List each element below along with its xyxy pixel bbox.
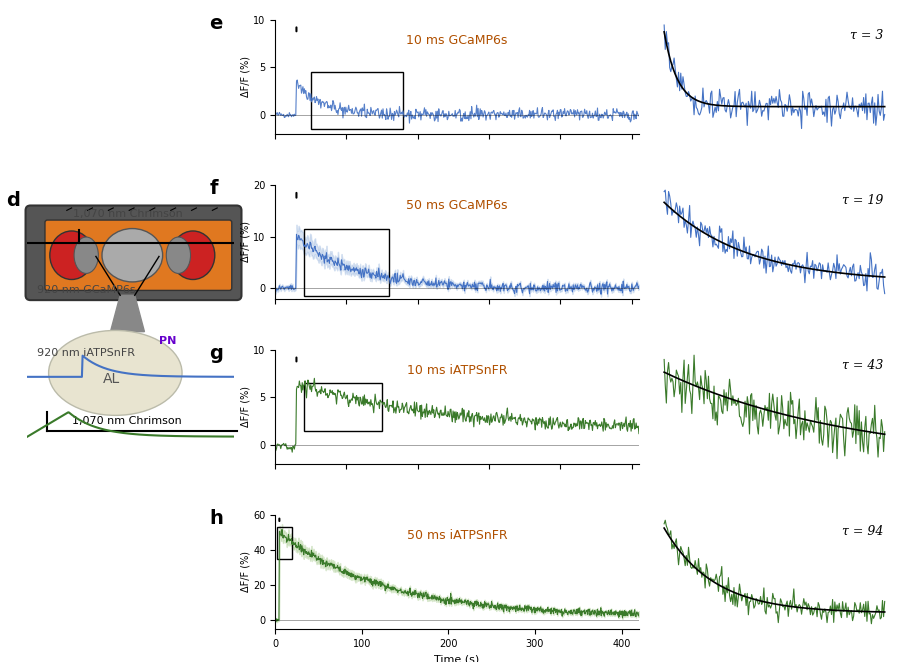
Ellipse shape bbox=[48, 330, 182, 415]
Text: τ = 19: τ = 19 bbox=[842, 194, 884, 207]
Ellipse shape bbox=[50, 231, 93, 279]
Bar bbox=[303, 383, 382, 430]
Text: h: h bbox=[209, 509, 223, 528]
Text: 10 ms iATPSnFR: 10 ms iATPSnFR bbox=[407, 363, 507, 377]
Text: f: f bbox=[209, 179, 218, 198]
Text: τ = 3: τ = 3 bbox=[850, 29, 884, 42]
Text: PN: PN bbox=[159, 336, 176, 346]
Y-axis label: ΔF/F (%): ΔF/F (%) bbox=[240, 221, 250, 262]
Bar bbox=[311, 72, 403, 129]
Ellipse shape bbox=[166, 237, 190, 273]
Text: 1,070 nm Chrimson: 1,070 nm Chrimson bbox=[73, 209, 183, 219]
Text: 50 ms iATPSnFR: 50 ms iATPSnFR bbox=[407, 529, 507, 542]
X-axis label: Time (s): Time (s) bbox=[434, 654, 480, 662]
Bar bbox=[277, 528, 292, 559]
Text: e: e bbox=[209, 14, 223, 33]
Text: 920 nm iATPSnFR: 920 nm iATPSnFR bbox=[37, 348, 134, 358]
Polygon shape bbox=[111, 295, 144, 332]
Ellipse shape bbox=[118, 339, 147, 358]
Y-axis label: ΔF/F (%): ΔF/F (%) bbox=[240, 551, 250, 592]
Text: AL: AL bbox=[103, 371, 121, 385]
Text: 1,070 nm Chrimson: 1,070 nm Chrimson bbox=[71, 416, 181, 426]
Bar bbox=[303, 229, 389, 296]
Text: τ = 94: τ = 94 bbox=[842, 524, 884, 537]
Ellipse shape bbox=[102, 228, 163, 282]
Text: d: d bbox=[6, 191, 20, 210]
Y-axis label: ΔF/F (%): ΔF/F (%) bbox=[240, 387, 250, 428]
FancyBboxPatch shape bbox=[45, 220, 232, 291]
Text: 920 nm GCaMP6s: 920 nm GCaMP6s bbox=[37, 285, 135, 295]
Ellipse shape bbox=[171, 231, 215, 279]
Y-axis label: ΔF/F (%): ΔF/F (%) bbox=[240, 56, 250, 97]
Ellipse shape bbox=[74, 237, 99, 273]
Text: τ = 43: τ = 43 bbox=[842, 359, 884, 372]
Text: 50 ms GCaMP6s: 50 ms GCaMP6s bbox=[406, 199, 508, 212]
Text: g: g bbox=[209, 344, 223, 363]
FancyBboxPatch shape bbox=[26, 205, 241, 300]
Text: 10 ms GCaMP6s: 10 ms GCaMP6s bbox=[407, 34, 507, 46]
